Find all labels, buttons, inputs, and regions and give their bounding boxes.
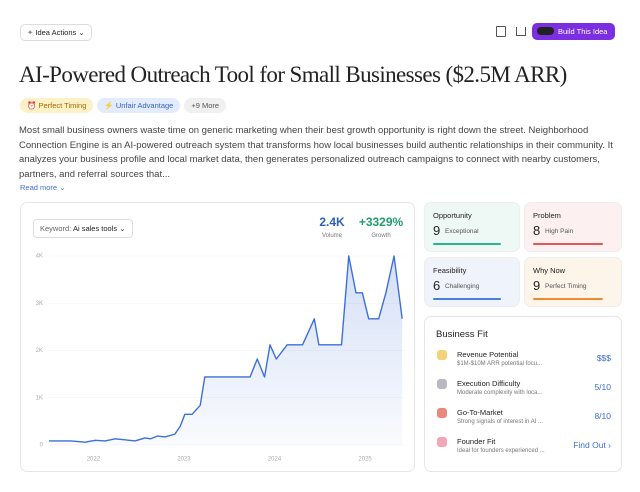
line (49, 255, 403, 443)
fit-row[interactable]: Founder Fit Ideal for founders experience… (437, 435, 611, 463)
score-rating: Perfect Timing (545, 283, 587, 290)
stat: +3329% Growth (356, 215, 406, 239)
fit-title: Founder Fit (457, 437, 496, 446)
label: Read more (20, 183, 58, 192)
score-card[interactable]: Opportunity 9 Exceptional (424, 202, 520, 252)
chart: 0 1K 2K 3K 4K 2022 2023 2024 2025 (36, 254, 404, 463)
score-card[interactable]: Feasibility 6 Challenging (424, 257, 520, 307)
score-label: Feasibility (433, 266, 467, 275)
tag[interactable]: ⚡ Unfair Advantage (97, 98, 181, 113)
x-tick-label: 2023 (177, 457, 191, 463)
score-label: Why Now (533, 266, 566, 275)
score-value: 9 (433, 223, 441, 238)
score-rating: Challenging (445, 283, 480, 290)
label: Idea Actions (35, 28, 77, 37)
keyword: Ai sales tools (72, 224, 118, 233)
fit-value: 8/10 (594, 411, 611, 421)
score-rating: Exceptional (445, 228, 479, 235)
bookmark-icon[interactable] (496, 26, 506, 37)
y-tick-label: 0 (40, 443, 44, 449)
score-label: Problem (533, 211, 561, 220)
area (49, 256, 403, 445)
share-icon[interactable] (516, 27, 526, 36)
x-tick-label: 2025 (358, 457, 372, 463)
score-rating: High Pain (545, 228, 574, 235)
x-tick-label: 2022 (87, 457, 101, 463)
stat-label: Volume (321, 233, 342, 239)
score-value: 6 (433, 278, 441, 293)
fit-title: Go-To-Market (457, 408, 503, 417)
fit-title: Revenue Potential (457, 350, 519, 359)
y-tick-label: 4K (36, 254, 43, 260)
stat-label: Growth (371, 233, 391, 239)
description: Most small business owners waste time on… (19, 125, 613, 180)
score-bar (533, 298, 603, 300)
fit-value: 5/10 (594, 382, 611, 392)
stat: 2.4K Volume (319, 215, 345, 239)
score-bar (533, 243, 603, 245)
title: AI-Powered Outreach Tool for Small Busin… (19, 62, 567, 87)
score-card[interactable]: Problem 8 High Pain (524, 202, 622, 252)
score-label: Opportunity (433, 211, 472, 220)
score-bar (433, 298, 501, 300)
fit-subtitle: $1M-$10M ARR potential focu... (457, 361, 543, 367)
build-button[interactable]: Build This Idea (532, 23, 616, 40)
y-tick-label: 1K (36, 395, 43, 401)
stat-value: +3329% (358, 215, 404, 229)
logo (537, 27, 554, 35)
y-tick-label: 2K (36, 348, 43, 354)
label: Build This Idea (558, 27, 608, 36)
icon (437, 437, 447, 447)
y-tick-label: 3K (36, 301, 43, 307)
fit-value[interactable]: Find Out › (573, 440, 611, 450)
read-more[interactable]: Read more ⌄ (20, 183, 66, 192)
fit-subtitle: Moderate complexity with loca... (457, 390, 543, 396)
keyword-label: Keyword: (40, 224, 72, 233)
fit-subtitle: Strong signals of interest in AI ... (457, 419, 544, 425)
fit-row: Revenue Potential $1M-$10M ARR potential … (437, 348, 611, 376)
link-text: Find Out (573, 440, 606, 450)
fit-title: Execution Difficulty (457, 379, 521, 388)
icon (437, 408, 447, 418)
keyword-select[interactable]: Keyword: Ai sales tools ⌄ (33, 219, 133, 238)
score-card[interactable]: Why Now 9 Perfect Timing (524, 257, 622, 307)
fit-row: Execution Difficulty Moderate complexity … (437, 377, 611, 405)
tag-text: Unfair Advantage (115, 101, 174, 110)
stat-value: 2.4K (319, 215, 345, 229)
fit-value: $$$ (596, 353, 611, 363)
tags: ⏰ Perfect Timing ⚡ Unfair Advantage +9 Mor… (20, 95, 230, 113)
icon (437, 350, 447, 360)
section-title: Business Fit (436, 329, 488, 340)
fit-subtitle: Ideal for founders experienced ... (457, 448, 545, 454)
tag[interactable]: ⏰ Perfect Timing (20, 98, 94, 113)
score-value: 9 (533, 278, 541, 293)
x-tick-label: 2024 (268, 457, 282, 463)
score-bar (433, 243, 501, 245)
fit-row: Go-To-Market Strong signals of interest i… (437, 406, 611, 434)
icon (437, 379, 447, 389)
idea-actions[interactable]: ✦ Idea Actions ⌄ (20, 24, 92, 41)
tag[interactable]: +9 More (184, 98, 227, 113)
business-fit: Business Fit Revenue Potential $1M-$10M A… (424, 316, 622, 472)
tag-text: Perfect Timing (38, 101, 87, 110)
trend-card: Keyword: Ai sales tools ⌄ 2.4K Volume +33… (20, 202, 415, 472)
score-value: 8 (533, 223, 541, 238)
